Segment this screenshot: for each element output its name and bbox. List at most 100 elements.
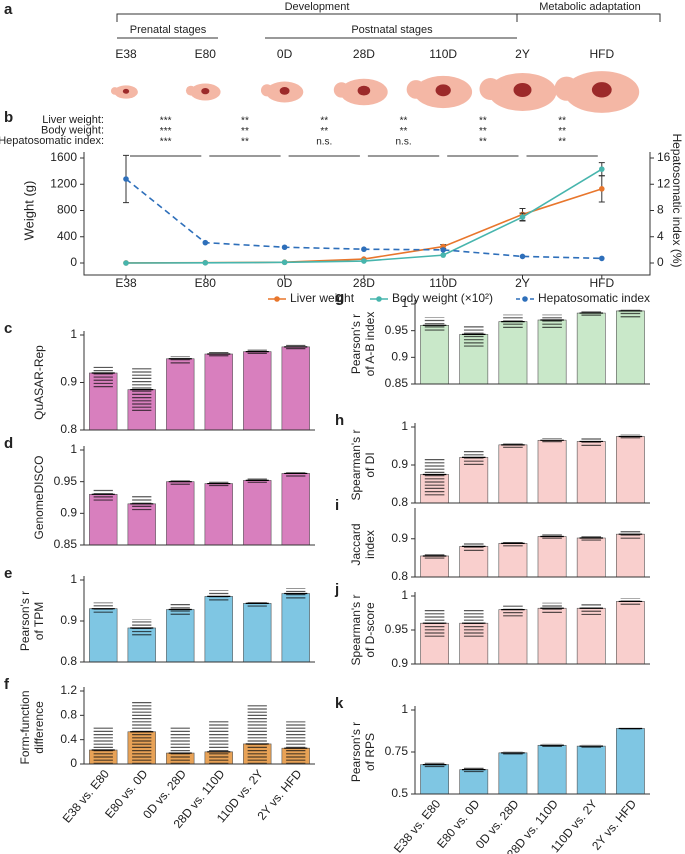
y-axis-title: Form-function [18, 690, 32, 764]
y-tick-label: 0.4 [60, 732, 77, 746]
bar [89, 608, 118, 663]
bar [459, 334, 489, 385]
bar [576, 312, 606, 385]
legend-marker [376, 296, 382, 302]
bar [576, 441, 606, 504]
y-tick-label: 0.9 [391, 531, 408, 545]
y-tick-label: 1 [401, 419, 408, 433]
bar [166, 609, 195, 663]
point [599, 186, 605, 192]
bar [576, 745, 606, 795]
bracket [116, 13, 661, 22]
y-tick-label: 0.75 [385, 744, 409, 758]
point [440, 252, 447, 258]
bar [616, 728, 645, 795]
panel-letter: d [4, 435, 13, 452]
panel-letter: a [4, 1, 13, 18]
y-tick-label: 1 [401, 296, 408, 310]
y-axis-title: Pearson's r [349, 722, 363, 782]
y-tick-label: 8 [657, 203, 664, 217]
y-tick-label: 1 [70, 572, 77, 586]
pig-liver [357, 85, 371, 96]
bar [616, 436, 645, 504]
y-tick-label: 4 [657, 229, 664, 243]
pig-head [185, 85, 196, 96]
y-axis-title: Spearman's r [349, 595, 363, 666]
y-tick-label: 0.95 [54, 474, 78, 488]
sig-mark: ** [241, 116, 249, 127]
pig-liver [122, 88, 130, 94]
axes [83, 331, 315, 431]
bar [281, 593, 310, 663]
y-axis-title: difference [32, 701, 46, 754]
point [202, 260, 209, 266]
y2-axis-title: Hepatosomatic index (%) [670, 133, 684, 267]
sig-mark: ** [479, 137, 487, 148]
x-tick-label: E38 vs. E80 [60, 767, 113, 826]
y-tick-label: 12 [657, 176, 671, 190]
sig-label: Liver weight: [42, 114, 104, 126]
y-tick-label: 0.9 [391, 656, 408, 670]
sig-mark: n.s. [395, 137, 411, 148]
stage-label: 28D [353, 47, 375, 61]
y-tick-label: 1 [70, 442, 77, 456]
sig-mark: ** [241, 137, 249, 148]
sig-mark: *** [160, 126, 172, 137]
bar [498, 444, 528, 504]
sig-mark: ** [241, 126, 249, 137]
axes [83, 446, 315, 546]
y-axis-title: of D-score [363, 602, 377, 658]
axes [83, 152, 651, 276]
panel-letter: c [4, 320, 12, 337]
sig-mark: ** [320, 116, 328, 127]
sig-mark: ** [479, 126, 487, 137]
y-tick-label: 400 [57, 229, 77, 243]
y-tick-label: 0.85 [54, 537, 78, 551]
y-tick-label: 0.9 [391, 350, 408, 364]
bar [204, 483, 233, 546]
y-axis-title: index [363, 530, 377, 559]
bar [243, 480, 272, 546]
panel-letter: i [335, 497, 339, 514]
point [281, 244, 288, 251]
y-axis-title: Pearson's r [18, 591, 32, 651]
panel-letter: j [334, 581, 339, 598]
bar [498, 752, 528, 795]
group-label: Postnatal stages [351, 24, 433, 36]
y-tick-label: 0.9 [60, 375, 77, 389]
stage-label: 0D [277, 47, 293, 61]
axes [414, 300, 650, 385]
y-tick-label: 0.9 [60, 506, 77, 520]
stage-label: 2Y [515, 47, 530, 61]
sig-mark: ** [320, 126, 328, 137]
axes [414, 706, 650, 795]
pig-liver [201, 87, 210, 95]
bar [537, 439, 567, 504]
point [123, 176, 129, 182]
stage-label: E38 [115, 47, 137, 61]
y-tick-label: 1.2 [60, 683, 77, 697]
point [519, 214, 526, 220]
y-tick-label: 0.8 [60, 708, 77, 722]
point [361, 258, 367, 264]
bar [166, 481, 195, 546]
bar [204, 353, 233, 431]
pig-icons [110, 71, 640, 113]
bar [616, 533, 645, 578]
legend-label: Body weight (×10²) [392, 291, 493, 305]
bar [537, 744, 567, 795]
stage-label: E80 [195, 47, 217, 61]
point [599, 166, 605, 172]
bar [281, 346, 310, 431]
bar [537, 607, 567, 665]
bar [243, 351, 272, 431]
y-tick-label: 0 [657, 255, 664, 269]
sig-mark: ** [400, 126, 408, 137]
y-tick-label: 16 [657, 150, 671, 164]
y-tick-label: 1 [401, 702, 408, 716]
bar [537, 536, 567, 578]
sig-mark: ** [400, 116, 408, 127]
legend-marker [274, 296, 280, 302]
y-axis-title: Jaccard [349, 523, 363, 565]
